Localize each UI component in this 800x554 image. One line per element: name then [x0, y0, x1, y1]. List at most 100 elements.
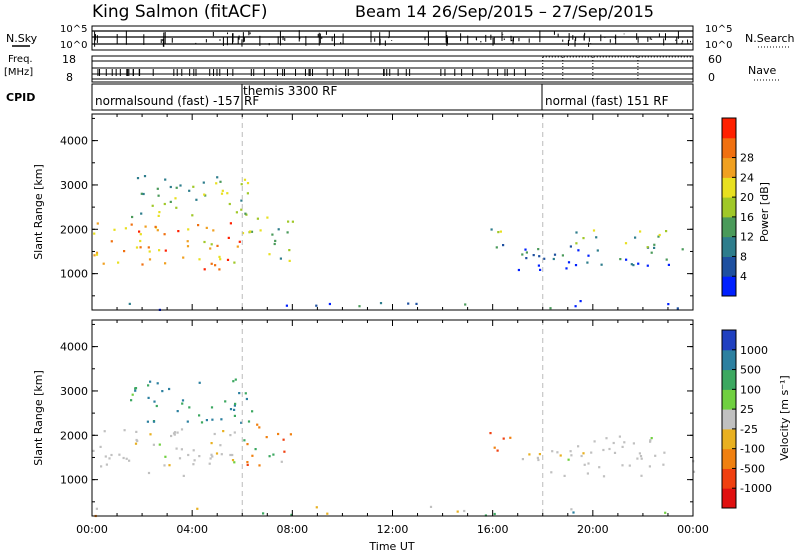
data-cell [654, 454, 657, 457]
power-colorbar-label: Power [dB] [758, 182, 771, 242]
data-cell [210, 243, 213, 246]
data-cell [650, 437, 653, 440]
data-cell [169, 185, 172, 189]
data-cell [246, 182, 250, 185]
data-cell [569, 245, 572, 248]
colorbar-swatch [722, 197, 736, 218]
data-cell [623, 441, 626, 444]
freq-traces [92, 56, 693, 81]
data-cell [630, 263, 633, 266]
x-tick-label: 16:00 [477, 523, 509, 536]
data-cell [173, 431, 177, 434]
data-cell [209, 247, 212, 250]
data-cell [590, 451, 593, 454]
data-cell [113, 228, 116, 231]
data-cell [110, 240, 113, 243]
data-cell [289, 433, 292, 436]
data-cell [164, 178, 167, 181]
data-cell [258, 464, 261, 467]
data-cell [646, 264, 649, 267]
data-cell [210, 442, 213, 445]
data-cell [667, 263, 670, 266]
nsearch-tick-top: 10^5 [705, 24, 732, 35]
data-cell [288, 249, 291, 252]
nsky-tick-bottom: 10^0 [60, 40, 87, 51]
y-tick-label: 4000 [60, 341, 88, 354]
data-cell [502, 437, 505, 440]
data-cell [93, 232, 96, 235]
data-cell [240, 183, 243, 186]
data-cell [177, 230, 180, 233]
data-cell [181, 402, 184, 405]
velocity-panel: 1000 2000 3000 4000 Slant Range [km] [32, 319, 696, 518]
x-tick-label: 12:00 [377, 523, 409, 536]
data-cell [175, 206, 178, 209]
data-cell [209, 457, 212, 460]
data-cell [618, 435, 621, 438]
data-cell [574, 264, 578, 267]
data-cell [135, 430, 138, 433]
data-cell [130, 223, 133, 226]
cpid-segment-1: normalsound (fast) -157 RF [95, 94, 259, 108]
data-cell [243, 439, 246, 442]
velocity-colorbar: 1000 500 100 25 -25 -100 -500 -1000 [721, 329, 772, 509]
data-cell [577, 445, 580, 448]
data-cell [556, 451, 559, 454]
colorbar-swatch [722, 118, 736, 139]
data-cell [164, 455, 167, 458]
data-cell [229, 453, 232, 457]
velocity-y-ticks: 1000 2000 3000 4000 [60, 323, 693, 503]
data-cell [146, 420, 149, 423]
power-colorbar: 4 8 12 16 20 24 28 [721, 117, 754, 297]
data-cell [234, 378, 237, 381]
data-cell [173, 433, 176, 436]
colorbar-tick-label: 4 [740, 270, 747, 283]
data-cell [168, 464, 171, 467]
data-cell [283, 450, 286, 453]
data-cell [517, 268, 520, 272]
data-cell [188, 406, 191, 409]
data-cell [256, 217, 259, 220]
data-cell [561, 254, 564, 257]
data-cell [157, 214, 160, 217]
data-cell [552, 257, 555, 261]
data-cell [216, 244, 219, 247]
colorbar-tick-label: 1000 [740, 344, 768, 357]
data-cell [640, 457, 643, 460]
data-cell [156, 229, 159, 232]
data-cell [231, 459, 235, 462]
freq-unit-label: [MHz] [4, 67, 33, 78]
data-cell [195, 198, 198, 201]
data-cell [550, 471, 553, 474]
data-cell [315, 304, 318, 307]
data-cell [229, 222, 232, 225]
data-cell [152, 420, 156, 423]
data-cell [205, 419, 208, 422]
data-cell [163, 202, 166, 206]
data-cell [628, 464, 631, 467]
data-cell [456, 510, 459, 513]
data-cell [254, 448, 257, 451]
data-cell [525, 257, 528, 260]
x-tick-label: 00:00 [677, 523, 709, 536]
colorbar-tick-label: -1000 [740, 482, 772, 495]
data-cell [174, 197, 177, 200]
data-cell [490, 228, 493, 231]
data-cell [493, 512, 496, 516]
colorbar-tick-label: 25 [740, 403, 754, 416]
data-cell [232, 380, 235, 383]
data-cell [212, 229, 215, 232]
data-cell [632, 264, 635, 267]
data-cell [593, 440, 596, 443]
data-cell [586, 261, 589, 264]
data-cell [99, 445, 102, 448]
data-cell [234, 402, 237, 405]
data-cell [640, 474, 643, 477]
cpid-label: CPID [6, 91, 35, 104]
data-cell [537, 248, 540, 251]
data-cell [326, 512, 329, 515]
data-cell [241, 232, 245, 235]
data-cell [602, 448, 605, 452]
data-cell [288, 259, 291, 262]
power-y-ticks: 1000 2000 3000 4000 [60, 117, 693, 297]
